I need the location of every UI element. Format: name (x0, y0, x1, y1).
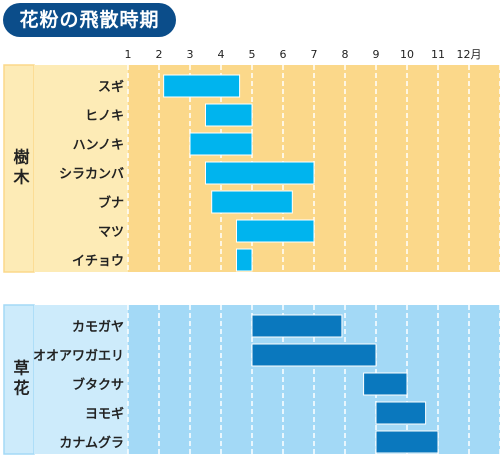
item-label: シラカンバ (59, 167, 124, 182)
item-label: ハンノキ (73, 138, 124, 153)
item-label: カナムグラ (59, 435, 124, 451)
month-tick-label: 1 (125, 48, 132, 61)
period-bar (251, 343, 377, 367)
month-tick-label: 7 (311, 48, 318, 61)
period-bar (375, 430, 439, 454)
item-label: オオアワガエリ (33, 349, 124, 364)
month-tick-label: 11 (431, 48, 445, 61)
item-label: スギ (98, 79, 124, 95)
group-label: 樹木 (11, 148, 31, 189)
item-label: カモガヤ (72, 320, 124, 335)
period-bar (363, 372, 408, 396)
period-bar (236, 248, 253, 272)
period-bar (163, 74, 241, 98)
month-tick-label: 12月 (457, 48, 482, 61)
month-tick-label: 10 (400, 48, 414, 61)
month-tick-label: 8 (342, 48, 349, 61)
month-tick-label: 5 (249, 48, 256, 61)
period-bar (189, 132, 253, 156)
period-bar (205, 161, 315, 185)
month-tick-label: 4 (218, 48, 225, 61)
item-label: イチョウ (72, 254, 124, 269)
item-label: ブタクサ (72, 377, 124, 393)
period-bar (236, 219, 315, 243)
item-name-column (34, 65, 128, 272)
item-label: ヨモギ (85, 406, 124, 422)
month-tick-label: 3 (187, 48, 194, 61)
month-tick-label: 9 (373, 48, 380, 61)
month-tick-label: 6 (280, 48, 287, 61)
item-label: ヒノキ (85, 109, 124, 124)
period-bar (205, 103, 253, 127)
period-bar (211, 190, 293, 214)
item-name-column (34, 305, 128, 454)
period-bar (375, 401, 427, 425)
chart-title: 花粉の飛散時期 (3, 3, 176, 37)
month-tick-label: 2 (156, 48, 163, 61)
item-label: ブナ (98, 195, 124, 211)
group-label-box (3, 64, 35, 273)
group-label: 草花 (11, 360, 30, 400)
item-label: マツ (98, 225, 124, 240)
group-label-box (3, 304, 35, 455)
period-bar (251, 314, 343, 338)
